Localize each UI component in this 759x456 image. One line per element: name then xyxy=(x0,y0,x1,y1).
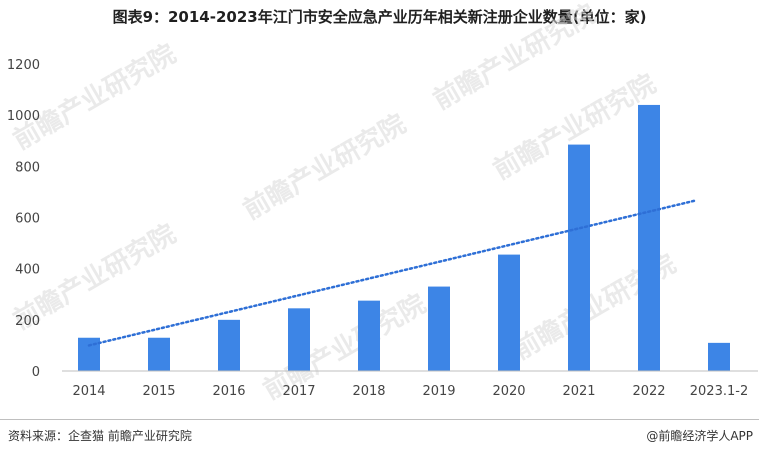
watermark-text: 前瞻产业研究院 xyxy=(428,0,601,116)
watermark-text: 前瞻产业研究院 xyxy=(8,38,181,156)
x-tick-label: 2015 xyxy=(142,384,175,399)
trend-line xyxy=(87,199,696,347)
x-tick-label: 2020 xyxy=(492,384,525,399)
y-tick-label: 600 xyxy=(15,212,40,227)
footer-divider xyxy=(0,419,759,420)
x-tick-label: 2022 xyxy=(632,384,665,399)
bar xyxy=(638,104,660,371)
source-note: 资料来源：企查猫 前瞻产业研究院 xyxy=(8,429,192,443)
y-axis-ticks: 0 200 400 600 800 1000 1200 xyxy=(7,58,40,380)
x-tick-label: 2014 xyxy=(72,384,105,399)
x-tick-label: 2019 xyxy=(422,384,455,399)
bar xyxy=(358,300,380,371)
bar xyxy=(78,337,100,371)
y-tick-label: 0 xyxy=(32,365,40,380)
x-tick-label: 2017 xyxy=(282,384,315,399)
chart-title: 图表9：2014-2023年江门市安全应急产业历年相关新注册企业数量(单位：家) xyxy=(112,8,647,26)
bar xyxy=(288,308,310,371)
y-tick-label: 200 xyxy=(15,314,40,329)
x-tick-label: 2021 xyxy=(562,384,595,399)
bar xyxy=(708,342,730,371)
y-tick-label: 1000 xyxy=(7,109,40,124)
bar xyxy=(568,144,590,371)
x-tick-label: 2016 xyxy=(212,384,245,399)
bar xyxy=(428,286,450,371)
x-axis-ticks: 2014 2015 2016 2017 2018 2019 2020 2021 2022 2023… xyxy=(72,384,748,399)
x-tick-label: 2023.1-2 xyxy=(690,384,748,399)
x-tick-label: 2018 xyxy=(352,384,385,399)
bar xyxy=(498,254,520,371)
y-tick-label: 400 xyxy=(15,263,40,278)
bars xyxy=(78,104,730,371)
bar xyxy=(218,319,240,371)
watermark-text: 前瞻产业研究院 xyxy=(238,108,411,226)
y-tick-label: 800 xyxy=(15,160,40,175)
credit-note: @前瞻经济学人APP xyxy=(646,429,753,443)
bar xyxy=(148,337,170,371)
y-tick-label: 1200 xyxy=(7,58,40,73)
